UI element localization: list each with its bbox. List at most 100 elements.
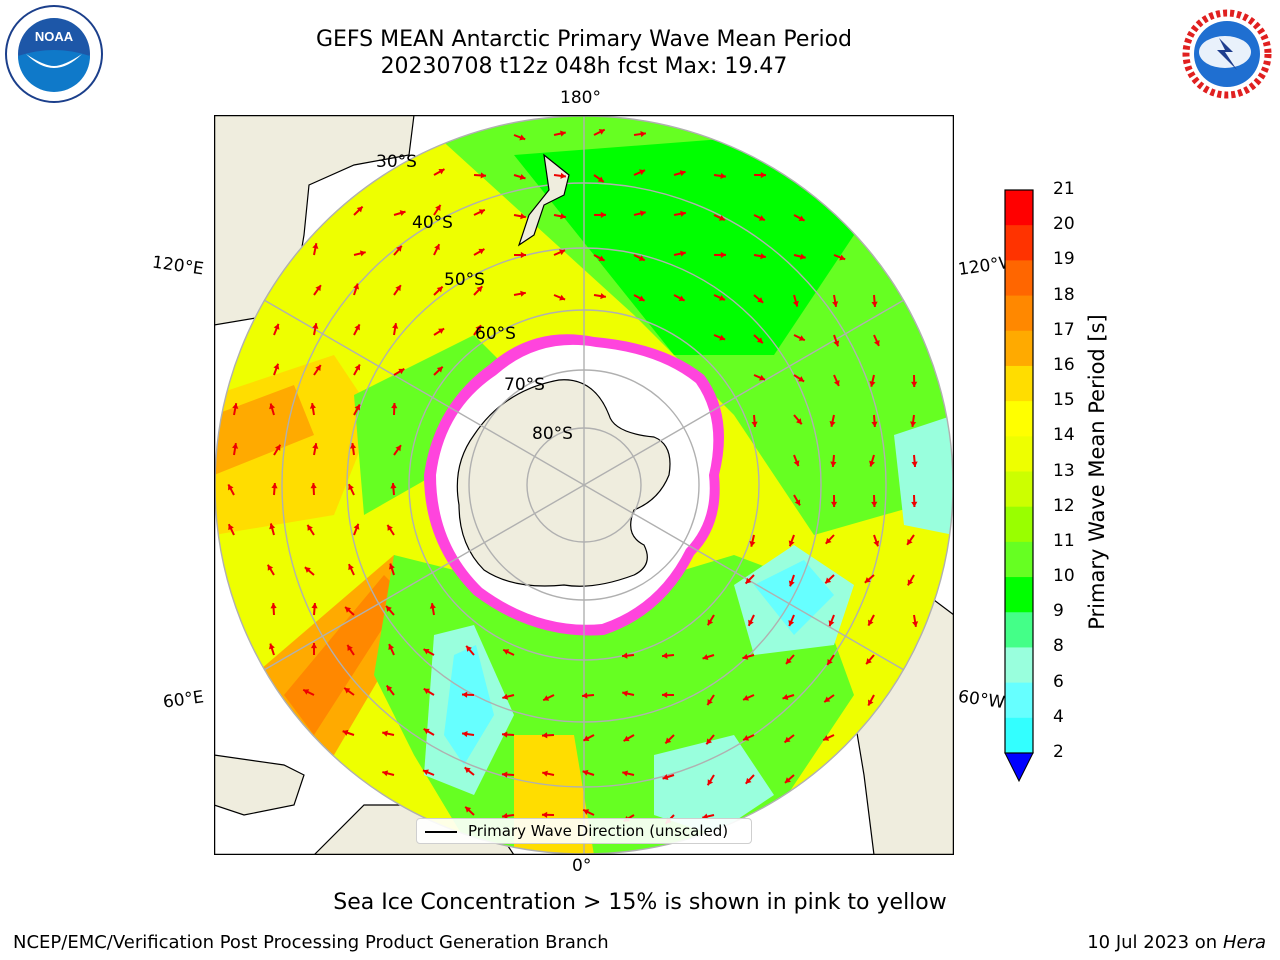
footer-credit: NCEP/EMC/Verification Post Processing Pr… [13, 932, 609, 953]
wave-arrow-head [464, 767, 471, 774]
wave-arrow-head [353, 523, 360, 530]
wave-arrow-head [639, 169, 646, 176]
colorbar-band [1005, 330, 1033, 367]
colorbar-tick-label: 9 [1053, 601, 1064, 622]
footer-date-text: 10 Jul 2023 on [1087, 932, 1218, 953]
colorbar-band [1005, 682, 1033, 719]
wave-arrow-head [476, 286, 483, 293]
colorbar-band [1005, 612, 1033, 648]
wave-arrow-head [387, 524, 393, 531]
lat-label-50s: 50°S [444, 270, 485, 290]
wave-arrow-head [396, 245, 402, 252]
wave-arrow-head [869, 460, 875, 467]
wave-arrow-head [354, 364, 361, 371]
wave-arrow-head [825, 577, 832, 584]
wave-arrow-head [707, 619, 714, 626]
wave-arrow-head [315, 365, 321, 372]
wave-arrow-head [743, 694, 749, 701]
wave-arrow-head [273, 323, 280, 330]
wave-arrow-head [823, 735, 830, 741]
wave-arrow-head [742, 653, 749, 660]
wave-arrow-head [228, 484, 234, 491]
wave-arrow-head [502, 771, 508, 778]
wave-arrow-head [600, 293, 606, 300]
wave-arrow-head [749, 540, 756, 547]
wave-arrow-head [702, 654, 709, 661]
wave-arrow-head [391, 403, 398, 409]
wave-arrow-head [833, 340, 840, 347]
colorbar-band [1005, 717, 1033, 754]
wave-arrow-head [307, 524, 313, 531]
wave-arrow-head [542, 732, 548, 739]
wave-arrow-head [434, 244, 440, 251]
wave-arrow-head [638, 295, 645, 301]
wave-arrow-head [465, 806, 472, 813]
colorbar-tick-label: 4 [1053, 706, 1064, 727]
wave-arrow-head [719, 334, 726, 341]
wave-arrow-head [438, 328, 445, 334]
lon-label-lower-left: 60°E [161, 687, 206, 713]
wave-arrow-head [662, 652, 668, 659]
map-legend: Primary Wave Direction (unscaled) [416, 818, 752, 844]
wave-arrow-head [519, 173, 526, 180]
wave-arrow-head [782, 694, 789, 700]
wave-arrow-head [583, 735, 590, 741]
colorbar-band [1005, 577, 1033, 613]
wave-arrow-head [315, 285, 321, 292]
wave-arrow-head [748, 619, 754, 626]
wave-arrow-head [760, 171, 766, 179]
wave-arrow-head [348, 484, 354, 491]
wave-arrow-head [353, 283, 360, 290]
wave-arrow-head [390, 483, 397, 489]
colorbar-tick-label: 19 [1053, 249, 1075, 270]
wave-arrow-head [757, 297, 764, 303]
wave-arrow-head [907, 579, 914, 586]
wave-arrow-head [542, 811, 548, 818]
wave-arrow-head [267, 564, 274, 571]
wave-arrow-head [868, 619, 874, 626]
footer-host: Hera [1222, 932, 1266, 953]
wave-arrow-head [354, 324, 360, 331]
wave-arrow-head [462, 730, 468, 738]
wave-arrow-head [273, 363, 280, 370]
lon-label-lower-right: 60°W [956, 686, 1007, 714]
wave-arrow-head [350, 443, 357, 449]
wave-arrow-head [751, 421, 758, 427]
wave-arrow-head [665, 737, 672, 744]
colorbar-tick-label: 14 [1053, 425, 1075, 446]
wave-arrow-head [347, 644, 353, 651]
colorbar-band [1005, 647, 1033, 684]
colorbar-band [1005, 365, 1033, 402]
wave-arrow-head [268, 643, 275, 650]
wave-arrow-head [680, 210, 686, 217]
wave-arrow-head [758, 215, 765, 221]
wave-arrow-head [640, 130, 646, 138]
wave-arrow-head [312, 323, 319, 329]
wave-arrow-head [718, 215, 725, 221]
wave-arrow-head [502, 731, 508, 738]
colorbar-band [1005, 471, 1033, 508]
wave-arrow-head [911, 461, 918, 467]
legend-line-swatch [425, 831, 457, 833]
wave-arrow-head [560, 130, 566, 137]
wave-arrow-head [502, 693, 509, 700]
wave-arrow-head [622, 690, 628, 697]
wave-arrow-head [232, 403, 239, 409]
wave-arrow-head [718, 295, 725, 301]
wave-arrow-head [706, 738, 713, 745]
wave-arrow-head [756, 337, 763, 344]
wave-arrow-head [274, 444, 281, 451]
colorbar-tick-label: 11 [1053, 530, 1075, 551]
wave-arrow-head [423, 688, 430, 695]
noaa-logo: NOAA [5, 5, 103, 103]
wave-arrow-head [868, 699, 874, 706]
wave-arrow-head [864, 577, 871, 583]
wave-arrow-head [784, 736, 791, 743]
colorbar-band [1005, 295, 1033, 332]
wave-arrow-head [310, 483, 317, 489]
wave-arrow-head [462, 691, 468, 698]
nws-logo [1180, 7, 1274, 101]
wave-arrow-head [466, 645, 472, 652]
wave-arrow-head [707, 699, 713, 706]
wave-arrow-head [873, 339, 880, 346]
